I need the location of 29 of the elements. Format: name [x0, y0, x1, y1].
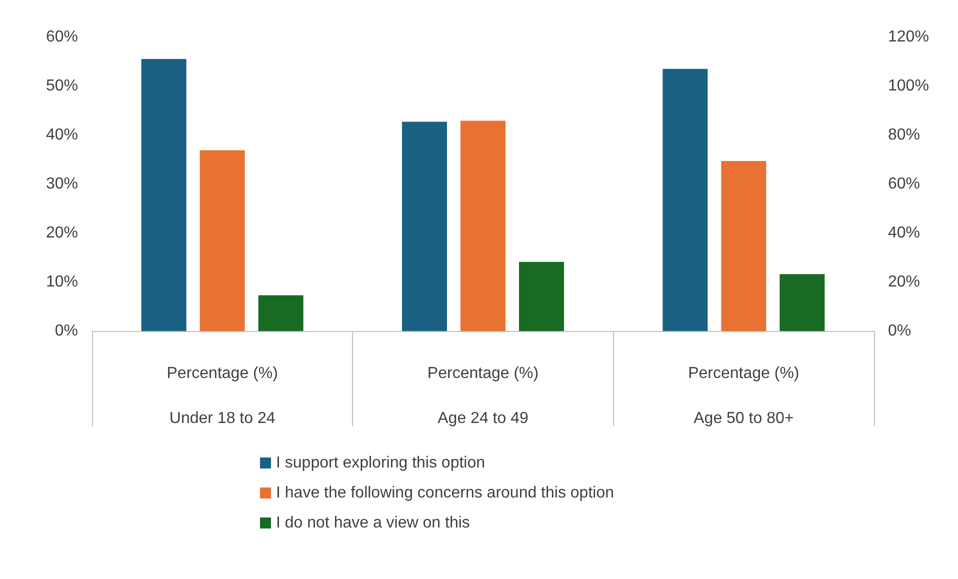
y-tick-label: 60%	[46, 28, 78, 46]
y-tick-label: 0%	[54, 322, 78, 340]
legend-label: I do not have a view on this	[276, 514, 470, 532]
y2-tick-label: 120%	[888, 28, 929, 46]
legend-label: I have the following concerns around this option	[276, 484, 614, 502]
bar	[402, 122, 447, 331]
bar	[780, 274, 825, 331]
category-label: Percentage (%) Under 18 to 24	[166, 365, 278, 427]
legend-label: I support exploring this option	[276, 454, 486, 472]
y2-tick-label: 0%	[888, 322, 912, 340]
y2-tick-label: 40%	[888, 224, 920, 242]
y2-tick-label: 100%	[888, 78, 929, 94]
bar	[200, 150, 245, 331]
bar	[258, 295, 304, 331]
category-label: Percentage (%) Age 24 to 49	[427, 365, 539, 427]
y-tick-label: 50%	[46, 78, 78, 94]
y-tick-label: 40%	[46, 126, 78, 144]
bar	[662, 68, 708, 331]
y2-tick-label: 80%	[888, 126, 920, 144]
y-tick-label: 10%	[46, 274, 78, 290]
bar	[460, 120, 506, 331]
bar	[721, 160, 766, 331]
y2-tick-label: 60%	[888, 176, 920, 192]
bar	[141, 59, 186, 331]
y2-tick-label: 20%	[888, 274, 920, 290]
y-tick-label: 20%	[46, 224, 78, 242]
y-tick-label: 30%	[46, 176, 78, 192]
category-label: Percentage (%) Age 50 to 80+	[688, 365, 800, 427]
bar	[519, 262, 564, 331]
